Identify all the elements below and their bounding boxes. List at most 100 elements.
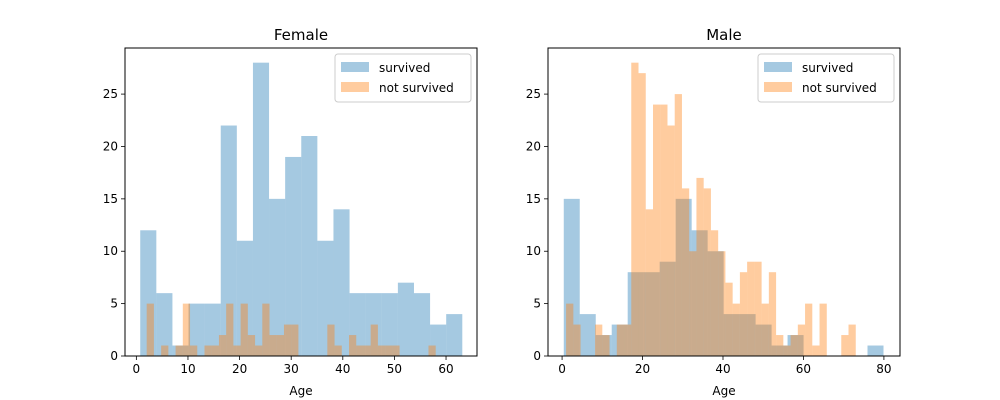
- axes-frame: [547, 47, 901, 357]
- histogram-bar: [643, 272, 660, 356]
- y-tick-label: 15: [103, 192, 118, 206]
- histogram-bar: [430, 324, 447, 356]
- histogram-bar: [446, 314, 463, 356]
- series-survived: [140, 62, 463, 357]
- y-tick-label: 0: [110, 349, 118, 363]
- histogram-bar: [653, 104, 661, 356]
- histogram-bar: [659, 261, 676, 356]
- histogram-bar: [146, 303, 154, 356]
- histogram-bar: [247, 335, 256, 356]
- histogram-bar: [638, 73, 646, 356]
- y-tick-label: 20: [103, 139, 118, 153]
- histogram-bar: [301, 136, 318, 356]
- x-tick-label: 30: [284, 362, 299, 376]
- histogram-bar: [377, 345, 386, 356]
- histogram-bar: [182, 303, 191, 356]
- histogram-bar: [283, 324, 292, 356]
- histogram-bar: [156, 293, 173, 356]
- histogram-bar: [172, 345, 189, 356]
- legend-swatch: [764, 82, 792, 92]
- legend-label: survived: [802, 61, 853, 75]
- histogram-bar: [768, 272, 777, 356]
- histogram-bar: [333, 209, 350, 356]
- histogram-bar: [710, 230, 719, 356]
- histogram-bar: [236, 240, 253, 356]
- histogram-bar: [190, 345, 198, 356]
- y-tick-label: 0: [533, 349, 541, 363]
- histogram-bar: [252, 62, 270, 357]
- histogram-bar: [349, 293, 366, 356]
- histogram-bar: [631, 62, 639, 357]
- histogram-bar: [566, 303, 574, 356]
- legend-label: survived: [379, 61, 430, 75]
- histogram-bar: [573, 324, 581, 356]
- histogram-bar: [723, 314, 740, 356]
- histogram-bar: [269, 198, 286, 356]
- histogram-bar: [696, 177, 704, 356]
- histogram-bar: [761, 303, 769, 356]
- histogram-bar: [691, 230, 708, 356]
- histogram-bar: [848, 324, 856, 356]
- histogram-bar: [428, 345, 436, 356]
- series-survived: [563, 198, 884, 356]
- x-tick-label: 0: [133, 362, 141, 376]
- legend-box: [757, 53, 895, 103]
- y-tick-label: 20: [526, 139, 541, 153]
- histogram-bar: [356, 345, 364, 356]
- y-tick-label: 5: [110, 297, 118, 311]
- histogram-bar: [616, 324, 625, 356]
- histogram-bar: [624, 324, 632, 356]
- legend-swatch: [341, 82, 369, 92]
- legend-label: not survived: [802, 81, 877, 95]
- histogram-bar: [285, 156, 302, 356]
- histogram-bar: [233, 345, 241, 356]
- x-tick-label: 80: [876, 362, 891, 376]
- histogram-bar: [385, 345, 393, 356]
- chart-title: Female: [274, 26, 328, 44]
- histogram-bar: [739, 314, 756, 356]
- histogram-bar: [579, 314, 596, 356]
- x-tick-label: 20: [232, 362, 247, 376]
- chart-female: 0 10 20 30 40 50 60 0 5 10 15 20 25 Female Age survived…: [103, 26, 478, 398]
- histogram-bar: [660, 104, 668, 356]
- y-tick-label: 25: [103, 87, 118, 101]
- histogram-bar: [812, 345, 820, 356]
- histogram-bar: [797, 324, 806, 356]
- histogram-bar: [276, 335, 284, 356]
- histogram-bar: [365, 293, 382, 356]
- y-tick-label: 15: [526, 192, 541, 206]
- histogram-bar: [602, 335, 610, 356]
- histogram-bar: [805, 303, 813, 356]
- histogram-bar: [783, 345, 791, 356]
- histogram-bar: [140, 230, 157, 356]
- histogram-bar: [732, 303, 740, 356]
- histogram-bar: [595, 324, 603, 356]
- histogram-bar: [240, 303, 248, 356]
- histogram-bar: [739, 272, 748, 356]
- histogram-bar: [291, 324, 299, 356]
- histogram-bar: [667, 125, 675, 357]
- histogram-bar: [161, 345, 169, 356]
- histogram-bar: [220, 125, 237, 357]
- histogram-bar: [703, 188, 711, 356]
- legend-swatch: [341, 62, 369, 72]
- histogram-bar: [771, 345, 788, 356]
- histogram-bar: [689, 251, 697, 356]
- chart-male: 0 20 40 60 80 0 5 10 15 20 25 Male Age survived not su…: [526, 26, 901, 398]
- x-tick-label: 10: [180, 362, 195, 376]
- x-tick-label: 0: [558, 362, 566, 376]
- histogram-bar: [819, 303, 827, 356]
- histogram-bar: [595, 335, 612, 356]
- histogram-bar: [262, 303, 270, 356]
- histogram-bar: [255, 345, 263, 356]
- histogram-bar: [269, 335, 277, 356]
- histogram-bar: [867, 345, 884, 356]
- histogram-bar: [611, 324, 628, 356]
- legend-label: not survived: [379, 81, 454, 95]
- histogram-bar: [204, 303, 221, 356]
- histogram-bar: [747, 261, 755, 356]
- histogram-bar: [188, 303, 205, 356]
- histogram-bar: [776, 335, 784, 356]
- histogram-bar: [413, 293, 431, 356]
- series-not-survived: [566, 62, 856, 357]
